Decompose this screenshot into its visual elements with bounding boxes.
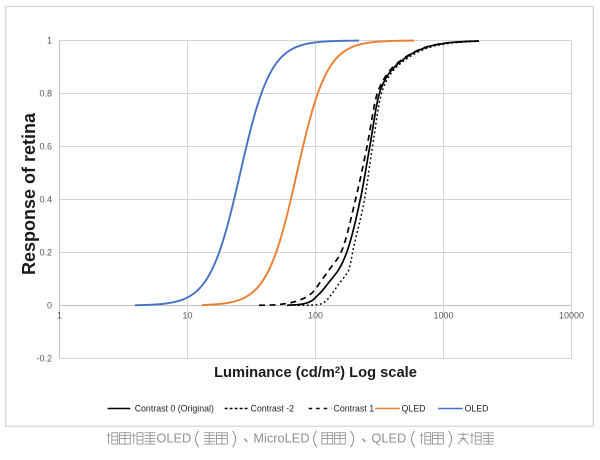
svg-text:Contrast -2: Contrast -2 <box>251 404 295 414</box>
svg-text:Luminance (cd/m2) Log scale: Luminance (cd/m2) Log scale <box>214 365 417 381</box>
svg-text:10: 10 <box>182 311 192 321</box>
svg-text:QLED: QLED <box>371 431 406 446</box>
svg-text:QLED: QLED <box>402 404 426 414</box>
svg-text:Response of retina: Response of retina <box>19 112 39 275</box>
svg-text:MicroLED: MicroLED <box>253 431 309 446</box>
svg-text:OLED: OLED <box>465 404 489 414</box>
svg-text:0: 0 <box>47 301 52 311</box>
svg-text:Contrast 1: Contrast 1 <box>334 404 375 414</box>
svg-text:100: 100 <box>308 311 323 321</box>
svg-text:0.6: 0.6 <box>39 142 52 152</box>
svg-text:0.2: 0.2 <box>39 248 52 258</box>
svg-text:Contrast 0 (Original): Contrast 0 (Original) <box>135 404 214 414</box>
svg-text:-0.2: -0.2 <box>36 354 52 364</box>
svg-text:1: 1 <box>57 311 62 321</box>
svg-text:OLED: OLED <box>156 431 191 446</box>
svg-text:0.8: 0.8 <box>39 89 52 99</box>
svg-text:1000: 1000 <box>433 311 453 321</box>
svg-text:10000: 10000 <box>559 311 584 321</box>
svg-text:1: 1 <box>47 36 52 46</box>
svg-text:0.4: 0.4 <box>39 195 52 205</box>
